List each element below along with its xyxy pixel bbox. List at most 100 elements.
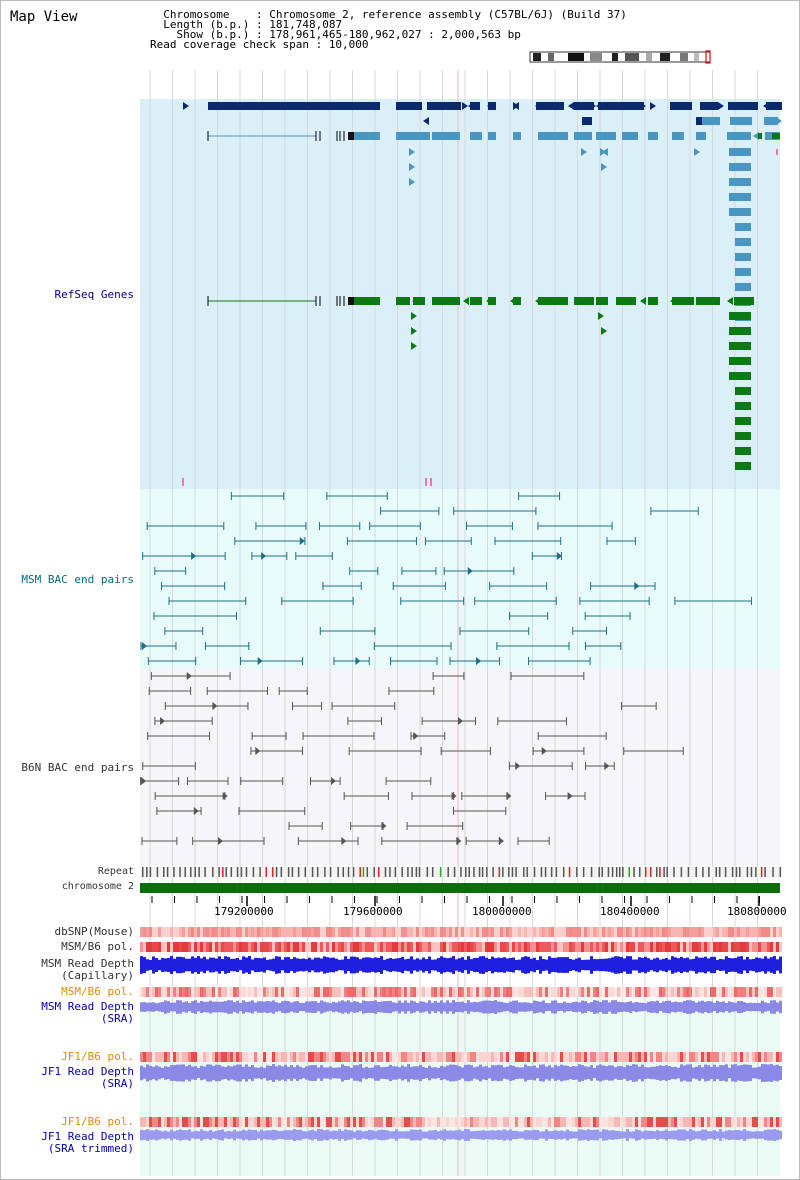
gene-arrow [601,163,607,171]
heatmap-cell [479,942,482,952]
gene-exon [348,132,354,140]
read-depth-bar [542,958,545,972]
read-depth-bar [662,1065,665,1081]
heatmap-cell [458,927,461,937]
read-depth-bar [323,956,326,974]
read-depth-bar [365,1130,368,1140]
heatmap-cell [323,987,326,997]
heatmap-cell [536,987,539,997]
read-depth-bar [545,1066,548,1080]
heatmap-cell [599,1052,602,1062]
read-depth-bar [656,957,659,973]
gene-exon [764,117,778,125]
msm-bac-label[interactable]: MSM BAC end pairs [21,573,134,586]
heatmap-cell [548,987,551,997]
read-depth-bar [233,1065,236,1081]
heatmap-cell [179,927,182,937]
read-depth-bar [584,1066,587,1080]
heatmap-cell [617,987,620,997]
read-depth-bar [314,1130,317,1140]
read-depth-bar [440,1130,443,1140]
length-row: Length (b.p.) : 181,748,087 [150,19,627,30]
heatmap-cell [161,1052,164,1062]
read-depth-bar [239,1130,242,1140]
heatmap-cell [671,987,674,997]
ideogram-band [680,53,688,61]
gene-exon [670,102,692,110]
heatmap-cell [554,942,557,952]
read-depth-bar [707,1065,710,1081]
heatmap-cell [524,1052,527,1062]
refseq-genes-label[interactable]: RefSeq Genes [54,288,134,301]
heatmap-cell [626,1052,629,1062]
msm-depth-capillary-label[interactable]: MSM Read Depth [41,957,134,970]
repeat-element [259,867,261,877]
read-depth-bar [671,1002,674,1012]
heatmap-cell [641,1117,644,1127]
heatmap-cell [377,942,380,952]
heatmap-cell [266,927,269,937]
heatmap-cell [584,1117,587,1127]
jf1-depth-sra-label[interactable]: JF1 Read Depth [41,1065,134,1078]
heatmap-cell [176,1052,179,1062]
heatmap-cell [488,942,491,952]
read-depth-bar [491,956,494,974]
read-depth-bar [746,1003,749,1011]
read-depth-bar [611,1065,614,1081]
repeat-element [194,867,196,877]
heatmap-cell [377,927,380,937]
read-depth-bar [716,1131,719,1139]
read-depth-bar [533,1129,536,1141]
repeat-element [511,867,514,877]
msm-b6-pol-label-2[interactable]: MSM/B6 pol. [61,985,134,998]
heatmap-cell [353,927,356,937]
heatmap-cell [278,927,281,937]
heatmap-cell [584,927,587,937]
b6n-bac-label[interactable]: B6N BAC end pairs [21,761,134,774]
read-depth-bar [485,1130,488,1140]
heatmap-cell [410,927,413,937]
heatmap-cell [503,1117,506,1127]
read-depth-bar [395,1129,398,1141]
heatmap-cell [599,1117,602,1127]
heatmap-cell [527,1052,530,1062]
heatmap-cell [206,1052,209,1062]
heatmap-cell [650,1117,653,1127]
msm-depth-sra-label[interactable]: MSM Read Depth [41,1000,134,1013]
gene-arrow [718,102,724,110]
bac-arrow [193,807,199,815]
heatmap-cell [251,1052,254,1062]
heatmap-cell [296,942,299,952]
heatmap-cell [242,987,245,997]
heatmap-cell [467,1117,470,1127]
heatmap-cell [602,1052,605,1062]
read-depth-bar [374,1000,377,1014]
heatmap-cell [662,1052,665,1062]
msm-b6-pol-label[interactable]: MSM/B6 pol. [61,940,134,953]
jf1-b6-pol-label[interactable]: JF1/B6 pol. [61,1050,134,1063]
bac-arrow [456,837,462,845]
heatmap-cell [566,1052,569,1062]
heatmap-cell [320,942,323,952]
read-depth-bar [179,1129,182,1141]
read-depth-bar [755,957,758,973]
jf1-b6-pol-label-2[interactable]: JF1/B6 pol. [61,1115,134,1128]
heatmap-cell [629,987,632,997]
heatmap-cell [407,987,410,997]
heatmap-cell [239,927,242,937]
read-depth-bar [344,1129,347,1141]
heatmap-cell [314,1052,317,1062]
heatmap-cell [215,987,218,997]
read-depth-bar [509,1129,512,1141]
heatmap-cell [512,1117,515,1127]
read-depth-bar [725,1130,728,1140]
read-depth-bar [692,1067,695,1079]
heatmap-cell [320,927,323,937]
read-depth-bar [722,959,725,971]
jf1-depth-trim-label[interactable]: JF1 Read Depth [41,1130,134,1143]
read-depth-bar [572,1002,575,1012]
heatmap-cell [341,942,344,952]
read-depth-bar [200,1129,203,1141]
dbsnp-label[interactable]: dbSNP(Mouse) [54,925,134,938]
